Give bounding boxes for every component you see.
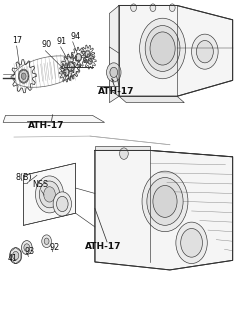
Circle shape bbox=[35, 176, 63, 213]
Text: NSS: NSS bbox=[32, 180, 48, 189]
Circle shape bbox=[24, 244, 30, 252]
Circle shape bbox=[39, 181, 60, 208]
Circle shape bbox=[181, 228, 202, 257]
Polygon shape bbox=[3, 116, 104, 123]
Circle shape bbox=[42, 235, 52, 248]
Text: 17: 17 bbox=[12, 36, 22, 45]
Circle shape bbox=[13, 252, 19, 260]
Circle shape bbox=[131, 4, 137, 12]
Circle shape bbox=[21, 241, 32, 255]
Circle shape bbox=[142, 171, 188, 232]
Circle shape bbox=[140, 18, 185, 79]
Text: ATH-17: ATH-17 bbox=[98, 87, 135, 96]
Circle shape bbox=[110, 67, 118, 77]
Circle shape bbox=[150, 32, 175, 65]
Circle shape bbox=[147, 178, 183, 225]
Circle shape bbox=[88, 58, 93, 64]
Polygon shape bbox=[119, 5, 233, 96]
Circle shape bbox=[106, 63, 121, 82]
Text: 94: 94 bbox=[70, 32, 80, 41]
Polygon shape bbox=[24, 163, 76, 225]
Text: 8(B): 8(B) bbox=[15, 173, 32, 182]
Text: 92: 92 bbox=[49, 243, 59, 252]
Text: 41: 41 bbox=[8, 253, 17, 263]
Polygon shape bbox=[95, 146, 150, 150]
Circle shape bbox=[196, 41, 213, 63]
Circle shape bbox=[44, 238, 49, 244]
Polygon shape bbox=[109, 47, 119, 96]
Circle shape bbox=[145, 26, 180, 71]
Circle shape bbox=[18, 69, 29, 83]
Circle shape bbox=[53, 192, 71, 216]
Circle shape bbox=[176, 222, 207, 264]
Circle shape bbox=[10, 248, 22, 264]
Circle shape bbox=[153, 186, 177, 217]
Circle shape bbox=[44, 187, 55, 202]
Circle shape bbox=[150, 4, 156, 12]
Circle shape bbox=[191, 34, 218, 69]
Circle shape bbox=[169, 4, 175, 12]
Circle shape bbox=[75, 53, 82, 61]
Text: 90: 90 bbox=[41, 40, 52, 50]
Circle shape bbox=[120, 148, 128, 159]
Circle shape bbox=[67, 61, 75, 72]
Text: ATH-17: ATH-17 bbox=[85, 242, 122, 251]
Circle shape bbox=[63, 68, 69, 76]
Text: ATH-17: ATH-17 bbox=[28, 121, 64, 130]
Circle shape bbox=[57, 196, 68, 212]
Polygon shape bbox=[109, 5, 119, 103]
Polygon shape bbox=[119, 96, 184, 103]
Circle shape bbox=[21, 73, 26, 79]
Text: 93: 93 bbox=[24, 247, 34, 256]
Text: 91: 91 bbox=[57, 36, 67, 46]
Polygon shape bbox=[95, 150, 233, 270]
Circle shape bbox=[85, 50, 91, 58]
